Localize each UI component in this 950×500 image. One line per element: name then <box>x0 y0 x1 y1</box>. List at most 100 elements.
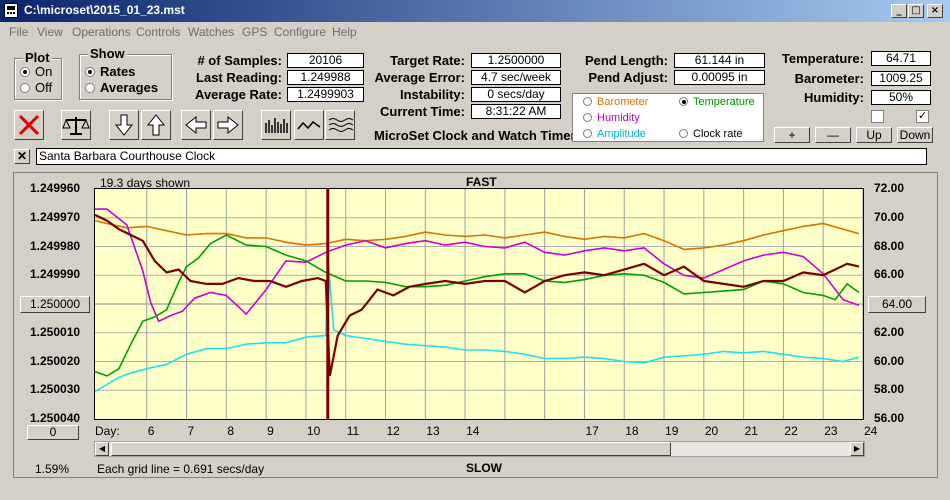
window-title: C:\microset\2015_01_23.mst <box>24 3 185 17</box>
up-button[interactable]: Up <box>856 127 892 143</box>
close-window-button[interactable]: × <box>927 4 943 18</box>
temperature-radio[interactable]: Temperature <box>679 96 755 108</box>
move-left-button[interactable] <box>181 110 211 140</box>
x-tick-label: 9 <box>267 424 274 438</box>
right-tick-label: 62.00 <box>874 324 905 339</box>
offset-button[interactable]: 0 <box>27 425 79 440</box>
average-rate-field: 1.2499903 <box>287 87 364 102</box>
right-tick-label: 66.00 <box>874 267 905 282</box>
radio-dot <box>20 67 30 77</box>
right-tick-label: 56.00 <box>874 411 905 425</box>
x-tick-label: 13 <box>426 424 440 438</box>
plot-group-title: Plot <box>23 50 52 65</box>
show-rates-radio[interactable]: Rates <box>85 64 135 79</box>
target-rate-field: 1.2500000 <box>471 53 561 68</box>
wave-graph-icon <box>328 118 354 132</box>
average-error-field: 4.7 sec/week <box>471 70 561 85</box>
increase-button[interactable]: + <box>774 127 810 143</box>
radio-dot <box>85 67 95 77</box>
x-tick-label: 12 <box>386 424 400 438</box>
clear-clock-name-button[interactable]: ✕ <box>14 149 30 164</box>
line-graph-icon <box>297 120 321 130</box>
barometer-radio[interactable]: Barometer <box>583 96 648 108</box>
menu-file[interactable]: File <box>9 25 29 39</box>
decrease-button[interactable]: — <box>815 127 851 143</box>
fast-label: FAST <box>466 175 497 189</box>
menu-watches[interactable]: Watches <box>188 25 235 39</box>
x-tick-label: 17 <box>585 424 599 438</box>
bar-graph-icon <box>265 118 288 133</box>
radio-dot <box>20 83 30 93</box>
left-tick-label: 1.249990 <box>30 267 81 282</box>
move-right-button[interactable] <box>213 110 243 140</box>
scroll-thumb[interactable] <box>111 442 671 456</box>
show-averages-radio[interactable]: Averages <box>85 80 158 95</box>
right-tick-label: 68.00 <box>874 238 905 253</box>
percent-label: 1.59% <box>35 462 70 476</box>
x-tick-label: 14 <box>466 424 480 438</box>
right-tick-label: 72.00 <box>874 181 905 195</box>
show-group-title: Show <box>88 46 127 61</box>
arrow-left-icon <box>185 115 207 135</box>
app-icon[interactable] <box>4 3 18 18</box>
menu-gps[interactable]: GPS <box>242 25 268 39</box>
barometer-label: Barometer: <box>794 71 864 86</box>
scroll-left-button[interactable]: ◀ <box>95 442 109 456</box>
humidity-field: 50% <box>871 90 931 105</box>
samples-label: # of Samples: <box>197 53 282 68</box>
x-tick-label: 22 <box>784 424 798 438</box>
balance-button[interactable] <box>61 110 91 140</box>
show-group: Show <box>79 46 172 100</box>
bar-graph-button[interactable] <box>261 110 291 140</box>
clock-name-input[interactable]: Santa Barbara Courthouse Clock <box>36 148 927 165</box>
option-checkbox-1[interactable] <box>871 110 884 123</box>
menu-help[interactable]: Help <box>332 25 357 39</box>
x-tick-label: 21 <box>744 424 758 438</box>
menu-configure[interactable]: Configure <box>274 25 327 39</box>
average-rate-label: Average Rate: <box>195 87 282 102</box>
series-line-humidity <box>95 208 860 323</box>
current-time-label: Current Time: <box>380 104 465 119</box>
center-rate-button[interactable]: 1.250000 <box>20 296 90 313</box>
wave-graph-button[interactable] <box>325 110 355 140</box>
menu-controls[interactable]: Controls <box>136 25 181 39</box>
x-tick-label: 20 <box>704 424 719 438</box>
x-tick-label: 23 <box>824 424 838 438</box>
plot-on-radio[interactable]: On <box>20 64 52 79</box>
time-scrollbar[interactable]: ◀ ▶ <box>94 441 865 457</box>
clock-rate-radio[interactable]: Clock rate <box>679 128 743 140</box>
title-bar: C:\microset\2015_01_23.mst _ □ × <box>0 0 950 22</box>
pend-length-field: 61.144 in <box>674 53 765 68</box>
left-tick-label: 1.249960 <box>30 181 81 195</box>
plot-area[interactable] <box>94 188 864 420</box>
menu-operations[interactable]: Operations <box>72 25 131 39</box>
plot-off-radio[interactable]: Off <box>20 80 52 95</box>
left-tick-label: 1.250040 <box>30 411 81 425</box>
left-tick-label: 1.249970 <box>30 209 81 224</box>
right-tick-label: 70.00 <box>874 209 905 224</box>
humidity-radio[interactable]: Humidity <box>583 112 640 124</box>
amplitude-radio[interactable]: Amplitude <box>583 128 646 140</box>
scroll-right-button[interactable]: ▶ <box>850 442 864 456</box>
move-down-button[interactable] <box>109 110 139 140</box>
plot-svg <box>95 189 863 419</box>
option-checkbox-2[interactable]: ✓ <box>916 110 929 123</box>
move-up-button[interactable] <box>141 110 171 140</box>
center-sensor-button[interactable]: 64.00 <box>868 296 926 313</box>
reset-button[interactable] <box>14 110 44 140</box>
maximize-button[interactable]: □ <box>908 4 924 18</box>
menu-view[interactable]: View <box>37 25 63 39</box>
instability-field: 0 secs/day <box>471 87 561 102</box>
grid-note: Each grid line = 0.691 secs/day <box>97 462 265 476</box>
radio-dot <box>85 83 95 93</box>
series-line-clock-rate <box>95 213 860 377</box>
x-tick-label: 10 <box>306 424 321 438</box>
pend-length-label: Pend Length: <box>584 53 668 68</box>
down-button[interactable]: Down <box>897 127 933 143</box>
barometer-field: 1009.25 <box>871 71 931 86</box>
slow-label: SLOW <box>466 461 502 475</box>
line-graph-button[interactable] <box>294 110 324 140</box>
x-tick-label: 7 <box>187 424 195 438</box>
minimize-button[interactable]: _ <box>891 4 907 18</box>
arrow-up-icon <box>146 114 166 136</box>
